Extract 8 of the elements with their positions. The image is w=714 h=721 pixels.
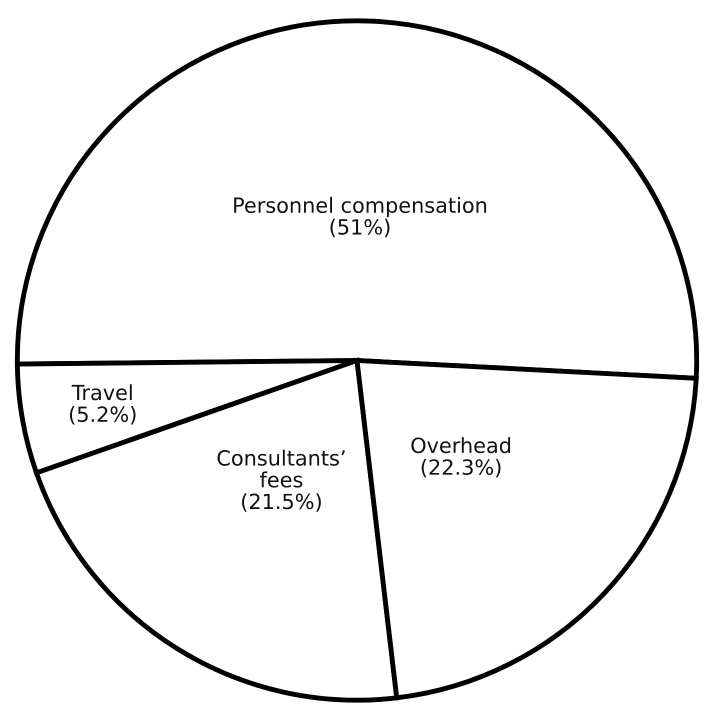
slice-label: Consultants’ fees	[218, 450, 345, 488]
data-label: (21.5%)	[242, 493, 321, 512]
data-label: (22.3%)	[422, 458, 501, 478]
data-label: (51%)	[330, 218, 390, 238]
slice-label: Personnel compensation	[234, 196, 486, 218]
data-label: (5.2%)	[70, 406, 136, 425]
slice-label: Overhead	[411, 437, 510, 454]
slice-label: Travel	[72, 384, 132, 400]
